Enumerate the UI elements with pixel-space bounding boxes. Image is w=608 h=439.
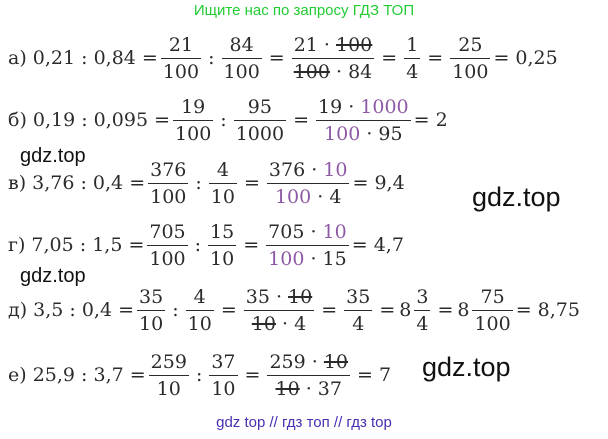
row-lead: а) 0,21 : 0,84 =: [8, 47, 158, 69]
equation-row-e: д) 3,5 : 0,4 = 35 10 : 4 10 = 35 · 10 10 ·…: [8, 280, 580, 340]
fraction: 35 4: [344, 285, 373, 335]
fraction: 95 1000: [233, 95, 287, 145]
watermark: gdz.top: [422, 352, 511, 382]
equals-sign: =: [381, 47, 398, 69]
cancelled-number: 10: [323, 350, 349, 373]
equation-row-d: г) 7,05 : 1,5 = 705 100 : 15 10 = 705 · 10…: [8, 215, 404, 275]
row-result: = 8,75: [515, 299, 580, 321]
row-lead: д) 3,5 : 0,4 =: [8, 299, 135, 321]
watermark: gdz.top: [20, 145, 86, 167]
highlighted-number: 1000: [360, 95, 409, 118]
highlighted-number: 10: [323, 158, 348, 181]
cancelled-number: 10: [275, 377, 300, 400]
equals-sign: =: [220, 299, 237, 321]
equals-sign: =: [321, 299, 338, 321]
row-lead: б) 0,19 : 0,095 =: [8, 109, 171, 131]
fraction: 259 10: [148, 350, 189, 400]
row-result: = 4,7: [351, 234, 404, 256]
equation-row-c: в) 3,76 : 0,4 = 376 100 : 4 10 = 376 · 10 …: [8, 153, 405, 213]
cancelled-number: 10: [288, 285, 313, 308]
row-result: = 0,25: [493, 47, 558, 69]
row-lead: е) 25,9 : 3,7 =: [8, 364, 146, 386]
equals-sign: =: [243, 172, 260, 194]
equals-sign: =: [437, 299, 454, 321]
reduced-fraction: 705 · 10 100 · 15: [266, 220, 349, 270]
equation-row-a: а) 0,21 : 0,84 = 21 100 : 84 100 = 21 · 10…: [8, 28, 558, 88]
divide-sign: :: [208, 47, 215, 69]
divide-sign: :: [172, 299, 179, 321]
row-lead: г) 7,05 : 1,5 =: [8, 234, 145, 256]
equation-row-f: е) 25,9 : 3,7 = 259 10 : 37 10 = 259 · 10 …: [8, 345, 391, 405]
reduced-fraction: 35 · 10 10 · 4: [243, 285, 315, 335]
fraction: 4 10: [185, 285, 214, 335]
fraction: 84 100: [221, 33, 262, 83]
equals-sign: =: [427, 47, 444, 69]
cancelled-number: 10: [251, 312, 276, 335]
equals-sign: =: [244, 364, 261, 386]
row-result: = 9,4: [352, 172, 405, 194]
row-lead: в) 3,76 : 0,4 =: [8, 172, 146, 194]
row-result: = 7: [357, 364, 392, 386]
highlighted-number: 100: [324, 122, 361, 145]
cancelled-number: 100: [336, 33, 373, 56]
fraction: 21 100: [160, 33, 202, 83]
equals-sign: =: [379, 299, 396, 321]
reduced-fraction: 376 · 10 100 · 4: [266, 158, 350, 208]
fraction: 19 100: [173, 95, 214, 145]
row-result: = 2: [413, 109, 448, 131]
reduced-fraction: 259 · 10 10 · 37: [267, 350, 351, 400]
watermark: gdz.top: [20, 265, 86, 287]
cancelled-number: 100: [293, 60, 330, 83]
equals-sign: =: [243, 234, 260, 256]
reduced-fraction: 21 · 100 100 · 84: [291, 33, 375, 83]
divide-sign: :: [195, 172, 202, 194]
equals-sign: =: [268, 47, 285, 69]
divide-sign: :: [194, 234, 202, 256]
fraction: 705 100: [147, 220, 188, 270]
fraction: 25 100: [450, 33, 491, 83]
mixed-number: 8 75 100: [457, 285, 513, 335]
reduced-fraction: 19 · 1000 100 · 95: [315, 95, 411, 145]
highlighted-number: 100: [274, 185, 312, 208]
footer-watermark: gdz top // гдз топ // гдз top: [216, 414, 392, 431]
fraction: 376 100: [148, 158, 189, 208]
watermark: gdz.top: [472, 182, 561, 212]
fraction: 37 10: [209, 350, 238, 400]
equation-row-b: б) 0,19 : 0,095 = 19 100 : 95 1000 = 19 · …: [8, 90, 448, 150]
divide-sign: :: [220, 109, 227, 131]
search-banner: Ищите нас по запросу ГДЗ ТОП: [193, 2, 415, 19]
divide-sign: :: [195, 364, 203, 386]
highlighted-number: 100: [268, 247, 305, 270]
fraction: 35 10: [137, 285, 166, 335]
fraction: 4 10: [208, 158, 237, 208]
fraction: 15 10: [208, 220, 237, 270]
highlighted-number: 10: [322, 220, 347, 243]
equals-sign: =: [293, 109, 309, 131]
